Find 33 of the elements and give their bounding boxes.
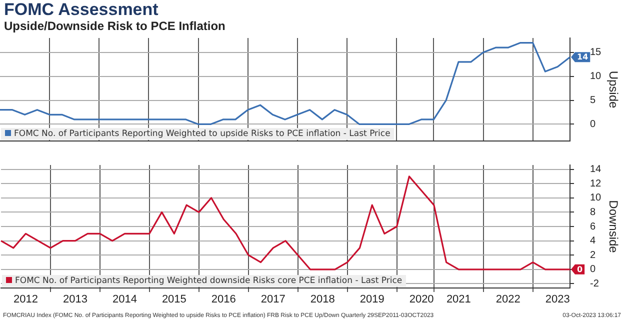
y-tick-label: 15: [590, 47, 602, 58]
x-tick-label: 2015: [162, 294, 186, 306]
x-tick-label: 2016: [211, 294, 236, 306]
x-tick-label: 2012: [13, 294, 38, 306]
chart-subtitle: Upside/Downside Risk to PCE Inflation: [4, 19, 226, 34]
y-axis-title: Upside: [606, 70, 620, 108]
x-tick-label: 2020: [409, 294, 434, 306]
x-tick-label: 2014: [112, 294, 137, 306]
x-tick-label: 2013: [62, 294, 88, 306]
data-label: 0: [576, 264, 583, 274]
y-tick-label: 0: [590, 264, 596, 276]
x-tick-label: 2018: [310, 294, 335, 306]
y-tick-label: 10: [590, 71, 602, 82]
x-tick-label: 2023: [545, 294, 570, 306]
legend-label: FOMC No. of Participants Reporting Weighted to upside Risks to PCE inflation - Last Price: [13, 129, 390, 139]
y-tick-label: -2: [590, 278, 600, 290]
y-tick-label: 2: [590, 250, 596, 261]
y-tick-label: 14: [590, 164, 602, 176]
x-tick-label: 2019: [360, 294, 384, 306]
y-tick-label: 6: [590, 221, 596, 232]
y-tick-label: 12: [590, 178, 602, 190]
y-axis-title: Downside: [606, 200, 620, 254]
y-tick-label: 4: [590, 236, 596, 247]
y-tick-label: 10: [590, 192, 602, 204]
legend-label: FOMC No. of Participants Reporting Weighted downside Risks core PCE inflation - Last Price: [14, 276, 402, 286]
chart-title: FOMC Assessment: [4, 0, 160, 19]
y-tick-label: 8: [590, 206, 596, 218]
x-tick-label: 2021: [446, 294, 471, 306]
x-tick-label: 2022: [496, 294, 520, 306]
x-tick-label: 2017: [260, 294, 286, 306]
y-tick-label: 0: [590, 118, 596, 130]
y-tick-label: 5: [590, 95, 596, 106]
data-label: 14: [576, 52, 589, 62]
